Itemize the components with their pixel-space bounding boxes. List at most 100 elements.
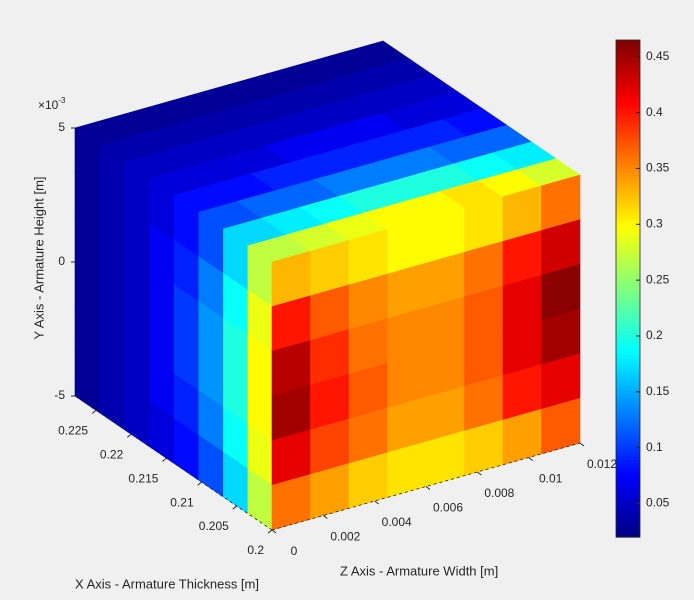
colorbar-swatch bbox=[616, 362, 640, 367]
colorbar-swatch bbox=[616, 470, 640, 476]
colorbar-swatch bbox=[616, 424, 640, 429]
colorbar-swatch bbox=[616, 175, 640, 181]
colorbar-swatch bbox=[616, 521, 640, 526]
colorbar-swatch bbox=[616, 280, 640, 286]
colorbar-tick-label: 0.25 bbox=[646, 272, 670, 286]
x-tick bbox=[267, 529, 273, 534]
colorbar-swatch bbox=[616, 203, 640, 208]
colorbar-swatch bbox=[616, 412, 640, 418]
y-tick-label: -5 bbox=[54, 388, 65, 402]
colorbar-swatch bbox=[616, 140, 640, 146]
colorbar-swatch bbox=[616, 276, 640, 282]
x-tick-label: 0.2 bbox=[247, 543, 264, 557]
z-tick-label: 0.008 bbox=[484, 486, 514, 500]
colorbar-swatch bbox=[616, 346, 640, 352]
colorbar-swatch bbox=[616, 447, 640, 453]
z-tick-label: 0.002 bbox=[330, 530, 360, 544]
colorbar-swatch bbox=[616, 191, 640, 196]
colorbar-swatch bbox=[616, 420, 640, 425]
colorbar-swatch bbox=[616, 439, 640, 445]
colorbar-swatch bbox=[616, 199, 640, 204]
colorbar-tick-label: 0.3 bbox=[646, 216, 663, 230]
colorbar-swatch bbox=[616, 160, 640, 165]
colorbar-swatch bbox=[616, 385, 640, 391]
colorbar-swatch bbox=[616, 156, 640, 161]
colorbar-swatch bbox=[616, 269, 640, 274]
colorbar-swatch bbox=[616, 125, 640, 130]
z-axis-label: Z Axis - Armature Width [m] bbox=[340, 563, 498, 578]
colorbar-swatch bbox=[616, 502, 640, 507]
colorbar-swatch bbox=[616, 494, 640, 499]
colorbar-swatch bbox=[616, 300, 640, 305]
colorbar-swatch bbox=[616, 47, 640, 53]
colorbar-swatch bbox=[616, 272, 640, 278]
colorbar-swatch bbox=[616, 148, 640, 154]
colorbar-swatch bbox=[616, 358, 640, 363]
colorbar-swatch bbox=[616, 307, 640, 313]
colorbar-tick-label: 0.4 bbox=[646, 105, 663, 119]
colorbar-swatch bbox=[616, 218, 640, 224]
colorbar-tick-label: 0.45 bbox=[646, 49, 670, 63]
colorbar-swatch bbox=[616, 245, 640, 251]
colorbar-swatch bbox=[616, 234, 640, 239]
x-tick bbox=[91, 409, 97, 414]
colorbar-swatch bbox=[616, 152, 640, 158]
colorbar-swatch bbox=[616, 455, 640, 460]
colorbar-tick-label: 0.1 bbox=[646, 440, 663, 454]
z-tick bbox=[425, 486, 431, 490]
colorbar-swatch bbox=[616, 106, 640, 111]
colorbar-swatch bbox=[616, 210, 640, 216]
x-tick-label: 0.22 bbox=[100, 447, 124, 461]
colorbar-tick-label: 0.15 bbox=[646, 384, 670, 398]
x-tick bbox=[162, 457, 167, 462]
colorbar-swatch bbox=[616, 137, 640, 142]
colorbar-swatch bbox=[616, 474, 640, 480]
colorbar-swatch bbox=[616, 109, 640, 115]
x-tick bbox=[126, 433, 132, 438]
z-tick bbox=[271, 529, 277, 534]
colorbar-swatch bbox=[616, 393, 640, 398]
colorbar-swatch bbox=[616, 432, 640, 437]
colorbar-swatch bbox=[616, 117, 640, 123]
colorbar-swatch bbox=[616, 533, 640, 538]
colorbar-swatch bbox=[616, 261, 640, 266]
colorbar-swatch bbox=[616, 51, 640, 57]
colorbar-swatch bbox=[616, 366, 640, 371]
colorbar-swatch bbox=[616, 482, 640, 488]
colorbar-swatch bbox=[616, 436, 640, 441]
colorbar-swatch bbox=[616, 342, 640, 348]
colorbar-swatch bbox=[616, 71, 640, 76]
x-tick-label: 0.21 bbox=[170, 495, 194, 509]
y-tick-label: 0 bbox=[58, 254, 65, 268]
colorbar-swatch bbox=[616, 478, 640, 484]
colorbar-swatch bbox=[616, 67, 640, 72]
colorbar-swatch bbox=[616, 389, 640, 394]
colorbar-swatch bbox=[616, 323, 640, 328]
colorbar-swatch bbox=[616, 509, 640, 515]
colorbar-swatch bbox=[616, 486, 640, 492]
z-tick-label: 0.006 bbox=[433, 501, 463, 515]
colorbar-swatch bbox=[616, 350, 640, 356]
colorbar-swatch bbox=[616, 265, 640, 270]
colorbar-swatch bbox=[616, 40, 640, 45]
colorbar-tick-label: 0.2 bbox=[646, 328, 663, 342]
colorbar-swatch bbox=[616, 74, 640, 80]
colorbar-swatch bbox=[616, 505, 640, 511]
colorbar-swatch bbox=[616, 55, 640, 61]
z-tick-label: 0 bbox=[291, 544, 298, 558]
colorbar-swatch bbox=[616, 214, 640, 220]
y-multiplier-base: ×10 bbox=[38, 98, 59, 112]
colorbar-swatch bbox=[616, 451, 640, 457]
colorbar-swatch bbox=[616, 94, 640, 99]
colorbar-swatch bbox=[616, 90, 640, 95]
colorbar-swatch bbox=[616, 311, 640, 317]
z-tick bbox=[477, 471, 482, 476]
colorbar-swatch bbox=[616, 292, 640, 297]
colorbar-swatch bbox=[616, 284, 640, 290]
colorbar-swatch bbox=[616, 172, 640, 177]
colorbar-swatch bbox=[616, 525, 640, 530]
colorbar-swatch bbox=[616, 253, 640, 259]
colorbar-swatch bbox=[616, 463, 640, 468]
colorbar-swatch bbox=[616, 315, 640, 321]
